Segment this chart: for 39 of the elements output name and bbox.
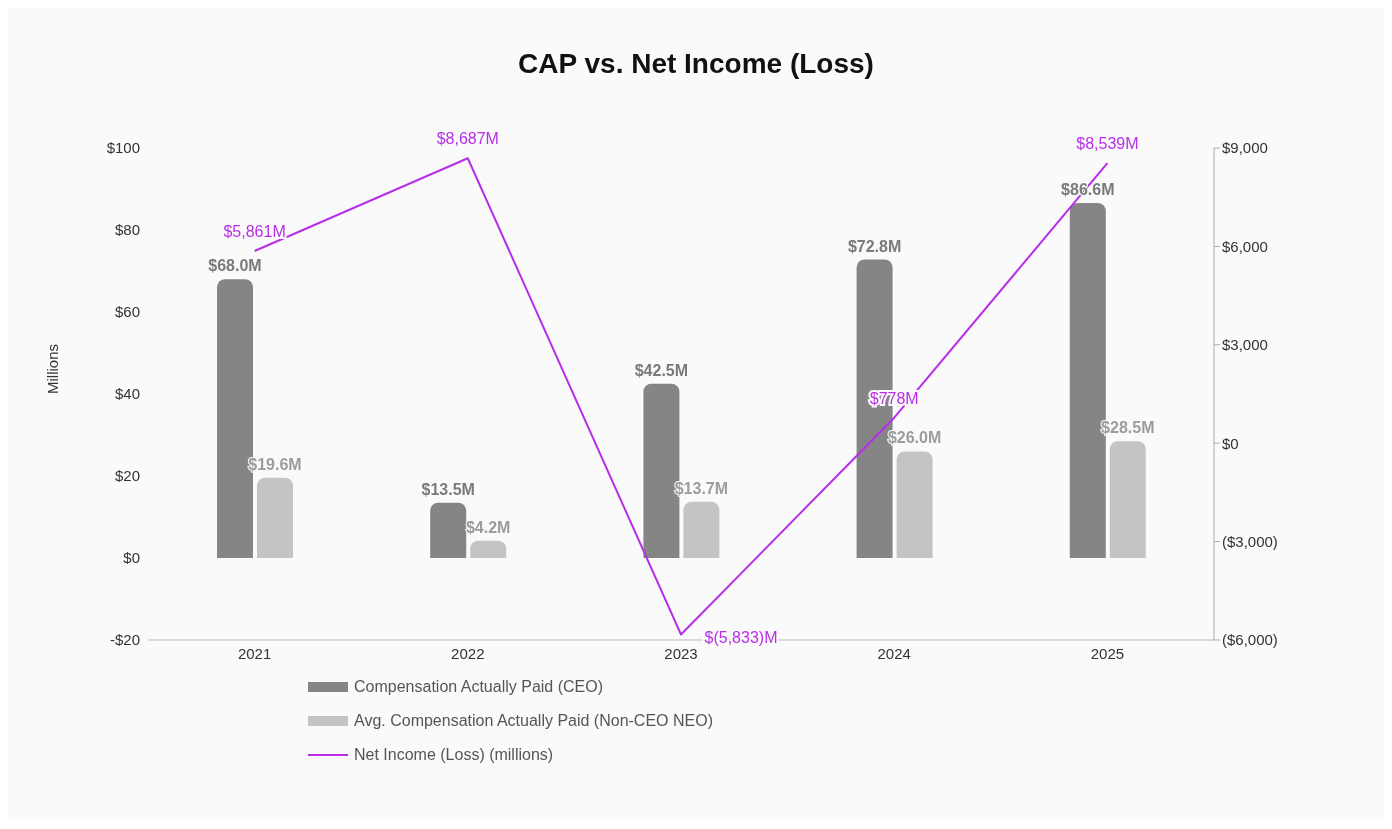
y2-tick-label: ($3,000) [1222, 532, 1278, 550]
y-tick-label: $0 [123, 549, 140, 567]
data-label: $13.5M [421, 480, 475, 498]
x-tick-label: 2025 [1090, 644, 1125, 662]
y2-tick-label: $3,000 [1222, 336, 1268, 354]
legend-label: Avg. Compensation Actually Paid (Non-CEO NEO) [354, 711, 713, 731]
y-tick-label: $80 [114, 221, 140, 239]
x-tick-label: 2024 [877, 644, 911, 662]
bar [257, 477, 293, 558]
x-tick-label: 2022 [451, 644, 485, 662]
data-label: $(5,833)M [704, 628, 778, 646]
y-tick-label: $40 [114, 385, 140, 403]
y2-tick-label: $9,000 [1222, 139, 1268, 157]
data-label: $42.5M [634, 361, 689, 379]
bar [470, 540, 507, 558]
bar [896, 451, 933, 558]
x-tick-label: 2021 [237, 644, 272, 662]
x-tick-label: 2023 [664, 644, 698, 662]
data-label: $5,861M [223, 222, 286, 240]
y-axis-title: Millions [44, 343, 62, 394]
data-label: $4.2M [465, 518, 511, 536]
data-label: $8,539M [1076, 135, 1139, 153]
y-tick-label: $60 [114, 303, 140, 321]
data-label: $72.8M [847, 237, 902, 255]
data-label: $68.0M [208, 257, 262, 275]
bar [683, 501, 720, 558]
y2-tick-label: $0 [1222, 434, 1239, 452]
y-tick-label: $100 [106, 139, 140, 157]
data-label: $778M [869, 389, 919, 407]
y-tick-label: -$20 [109, 631, 140, 649]
y-tick-label: $20 [114, 467, 140, 485]
legend-label: Compensation Actually Paid (CEO) [354, 677, 603, 697]
data-label: $8,687M [436, 130, 499, 148]
legend-label: Net Income (Loss) (millions) [354, 745, 554, 765]
y2-tick-label: $6,000 [1222, 237, 1268, 255]
y2-tick-label: ($6,000) [1222, 631, 1278, 649]
bar [1109, 441, 1146, 558]
bar [430, 502, 467, 558]
chart-title: CAP vs. Net Income (Loss) [517, 47, 875, 81]
